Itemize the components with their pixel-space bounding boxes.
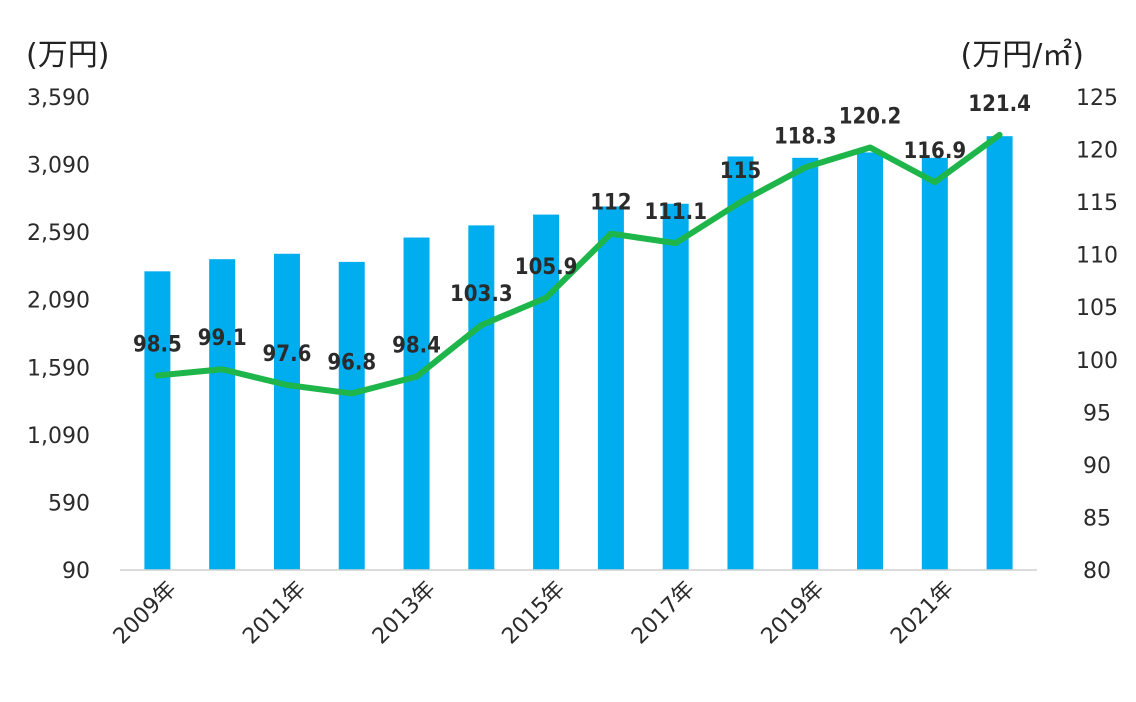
data-label-2022年: 121.4	[968, 92, 1031, 117]
y-left-tick-label: 1,590	[27, 356, 90, 381]
y-right-tick-label: 120	[1076, 139, 1118, 164]
y-right-tick-label: 115	[1076, 191, 1118, 216]
bar-2014年	[468, 225, 495, 570]
bar-2009年	[144, 271, 171, 570]
data-label-2018年: 115	[720, 159, 761, 184]
x-tick-label: 2011年	[238, 577, 311, 650]
bar-2012年	[338, 261, 365, 570]
y-left-axis: 90 590 1,090 1,590 2,090 2,590 3,090 3,590	[27, 86, 90, 584]
data-label-2020年: 120.2	[839, 104, 902, 129]
data-label-2015年: 105.9	[515, 255, 578, 280]
data-label-2014年: 103.3	[450, 282, 513, 307]
bar-2021年	[921, 157, 948, 571]
bar-2020年	[857, 152, 884, 570]
x-tick-label: 2009年	[109, 577, 182, 650]
data-label-2016年: 112	[590, 191, 631, 216]
y-left-tick-label: 1,090	[27, 424, 90, 449]
y-right-tick-label: 90	[1083, 454, 1111, 479]
data-label-2019年: 118.3	[774, 124, 837, 149]
y-right-tick-label: 95	[1083, 401, 1111, 426]
y-right-axis-title: (万円/㎡)	[960, 38, 1084, 73]
y-left-tick-label: 590	[48, 491, 90, 516]
y-left-axis-title: (万円)	[26, 38, 110, 73]
bar-2015年	[533, 214, 560, 570]
bar-series	[144, 136, 1013, 571]
data-label-2011年: 97.6	[263, 342, 312, 367]
x-tick-label: 2013年	[368, 577, 441, 650]
y-right-tick-label: 80	[1083, 559, 1111, 584]
bar-2019年	[792, 157, 819, 571]
y-left-tick-label: 2,590	[27, 221, 90, 246]
x-tick-label: 2019年	[757, 577, 830, 650]
bar-2017年	[662, 203, 689, 570]
data-label-2017年: 111.1	[644, 200, 707, 225]
y-left-tick-label: 3,590	[27, 86, 90, 111]
x-tick-label: 2017年	[627, 577, 700, 650]
x-axis: 2009年 2011年 2013年 2015年 2017年 2019年 2021年	[109, 577, 959, 650]
bar-2013年	[403, 237, 430, 570]
data-label-2010年: 99.1	[198, 326, 247, 351]
y-right-tick-label: 125	[1076, 86, 1118, 111]
y-right-tick-label: 110	[1076, 244, 1118, 269]
y-right-tick-label: 85	[1083, 506, 1111, 531]
x-tick-label: 2021年	[886, 577, 959, 650]
bar-2011年	[273, 253, 300, 570]
data-label-2021年: 116.9	[904, 139, 967, 164]
bar-2022年	[986, 136, 1013, 571]
x-tick-label: 2015年	[498, 577, 571, 650]
y-right-tick-label: 105	[1076, 296, 1118, 321]
bar-2010年	[209, 259, 236, 570]
bar-2016年	[597, 206, 624, 571]
bar-2018年	[727, 156, 754, 570]
y-right-tick-label: 100	[1076, 349, 1118, 374]
data-label-2013年: 98.4	[392, 334, 441, 359]
data-label-2009年: 98.5	[133, 333, 182, 358]
y-left-tick-label: 90	[62, 559, 90, 584]
line-series	[154, 131, 1003, 397]
y-left-tick-label: 2,090	[27, 289, 90, 314]
y-right-axis: 80 85 90 95 100 105 110 115 120 125	[1076, 86, 1118, 584]
y-left-tick-label: 3,090	[27, 154, 90, 179]
data-label-2012年: 96.8	[327, 350, 376, 375]
series-line	[154, 131, 1003, 397]
